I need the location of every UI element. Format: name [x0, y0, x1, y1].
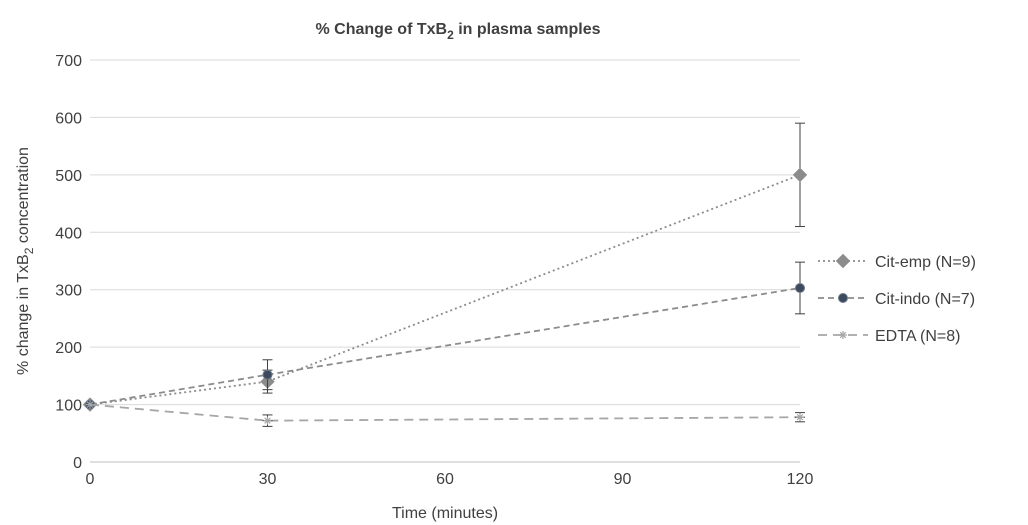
- legend-label-1: Cit-indo (N=7): [875, 291, 975, 308]
- gridlines: [90, 59, 800, 406]
- legend-entry-2: EDTA (N=8): [818, 328, 961, 345]
- legend-marker-0: [835, 253, 851, 269]
- x-tick-label-60: 60: [436, 471, 454, 488]
- series-0: [82, 122, 808, 412]
- y-axis-label-rest: concentration: [15, 147, 32, 248]
- data-point-2-1: [263, 416, 272, 425]
- data-point-2-2: [796, 413, 804, 422]
- legend-label-0: Cit-emp (N=9): [875, 254, 976, 271]
- y-axis-label-subscript: 2: [22, 247, 36, 254]
- x-tick-label-0: 0: [86, 471, 95, 488]
- x-tick-labels: 0 30 60 90 120: [86, 471, 814, 488]
- data-point-1-2: [795, 282, 805, 293]
- chart-title: % Change of TxB2 in plasma samples: [316, 21, 601, 42]
- legend-marker-1: [838, 293, 848, 303]
- series-1: [85, 261, 805, 410]
- x-tick-label-90: 90: [614, 471, 632, 488]
- x-tick-label-120: 120: [787, 471, 814, 488]
- y-tick-label-200: 200: [55, 340, 82, 357]
- y-tick-label-0: 0: [73, 455, 82, 472]
- chart-title-subscript: 2: [447, 28, 454, 42]
- y-axis-label-main: % change in TxB: [15, 254, 32, 375]
- chart-title-rest: in plasma samples: [454, 21, 601, 38]
- x-tick-label-30: 30: [259, 471, 277, 488]
- legend: Cit-emp (N=9) Cit-indo (N=7) EDTA (N=8): [818, 253, 976, 345]
- x-axis-label: Time (minutes): [392, 505, 498, 522]
- legend-entry-0: Cit-emp (N=9): [818, 253, 976, 271]
- data-point-1-1: [262, 369, 273, 380]
- legend-entry-1: Cit-indo (N=7): [818, 291, 975, 308]
- y-tick-label-700: 700: [55, 53, 82, 70]
- data-point-2-0: [86, 400, 94, 409]
- series-line-2: [89, 403, 801, 422]
- y-axis-label: % change in TxB2 concentration: [15, 147, 36, 375]
- y-tick-label-300: 300: [55, 283, 82, 300]
- y-tick-label-600: 600: [55, 110, 82, 127]
- legend-label-2: EDTA (N=8): [875, 328, 961, 345]
- y-tick-label-100: 100: [55, 398, 82, 415]
- y-tick-label-500: 500: [55, 168, 82, 185]
- y-tick-labels: 0 100 200 300 400 500 600 700: [55, 53, 82, 472]
- y-tick-label-400: 400: [55, 225, 82, 242]
- series-layer: [82, 122, 808, 427]
- legend-marker-2: [839, 331, 847, 339]
- series-2: [86, 400, 805, 427]
- chart-title-main: % Change of TxB: [316, 21, 448, 38]
- data-point-0-2: [792, 167, 808, 183]
- series-line-1: [89, 287, 801, 406]
